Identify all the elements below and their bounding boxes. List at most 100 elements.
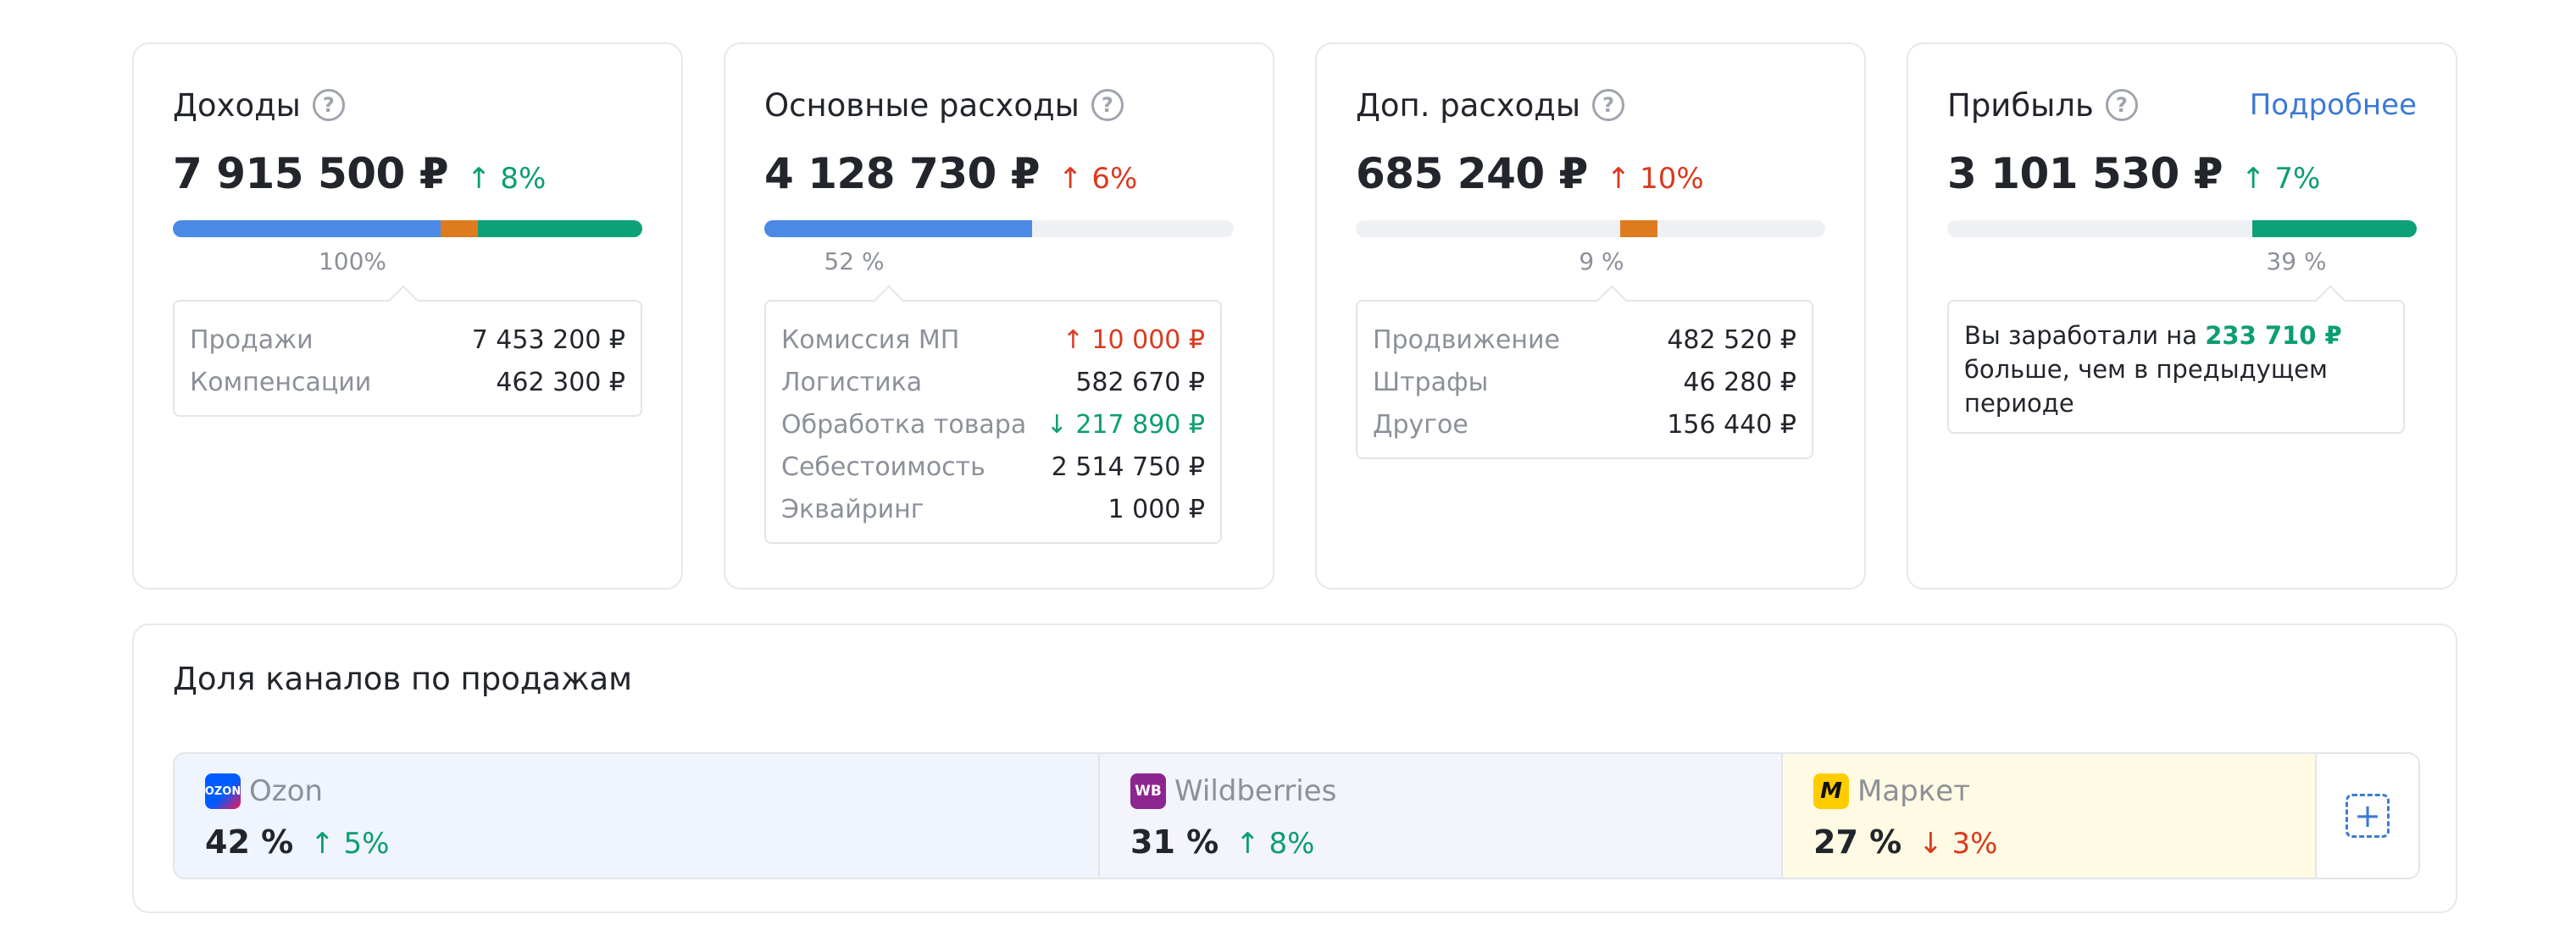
- breakdown-value: 46 280 ₽: [1683, 367, 1796, 397]
- breakdown-row: Продвижение 482 520 ₽: [1373, 319, 1796, 361]
- profit-delta: ↑ 7%: [2241, 162, 2321, 196]
- income-delta: ↑ 8%: [467, 162, 547, 196]
- breakdown-row: Себестоимость 2 514 750 ₽: [781, 446, 1205, 488]
- yandex-market-logo-icon: M: [1813, 773, 1849, 809]
- channel-share: 31 %: [1130, 823, 1219, 861]
- breakdown-label: Обработка товара: [781, 409, 1027, 440]
- main-expenses-card: Основные расходы ? 4 128 730 ₽ ↑ 6% 52 %…: [724, 42, 1274, 590]
- extra-expenses-breakdown-tooltip: Продвижение 482 520 ₽ Штрафы 46 280 ₽ Др…: [1356, 300, 1813, 459]
- profit-value-row: 3 101 530 ₽ ↑ 7%: [1947, 149, 2320, 210]
- breakdown-label: Логистика: [781, 367, 923, 397]
- profit-note-tooltip: Вы заработали на 233 710 ₽ больше, чем в…: [1947, 300, 2405, 434]
- breakdown-row: Комиссия МП ↑ 10 000 ₽: [781, 319, 1205, 361]
- income-card: Доходы ? 7 915 500 ₽ ↑ 8% 100% Продажи 7…: [132, 42, 683, 590]
- profit-note-after: больше, чем в предыдущем периоде: [1964, 355, 2328, 418]
- add-channel-cell: +: [2317, 754, 2418, 878]
- breakdown-value: ↑ 10 000 ₽: [1062, 324, 1205, 355]
- breakdown-row: Продажи 7 453 200 ₽: [190, 319, 625, 361]
- help-icon[interactable]: ?: [1592, 89, 1625, 121]
- extra-expenses-bar-percent: 9 %: [1579, 247, 1624, 275]
- breakdown-value: 2 514 750 ₽: [1051, 452, 1205, 482]
- extra-expenses-title: Доп. расходы: [1356, 86, 1581, 124]
- profit-card: Прибыль ? Подробнее 3 101 530 ₽ ↑ 7% 39 …: [1907, 42, 2457, 590]
- main-expenses-value-row: 4 128 730 ₽ ↑ 6%: [764, 149, 1137, 210]
- channel-value-row: 42 % ↑ 5%: [205, 823, 1098, 861]
- channel-share: 42 %: [205, 823, 294, 861]
- breakdown-row: Компенсации 462 300 ₽: [190, 361, 625, 403]
- breakdown-label: Эквайринг: [781, 494, 924, 524]
- help-icon[interactable]: ?: [2105, 89, 2138, 121]
- profit-note: Вы заработали на 233 710 ₽ больше, чем в…: [1964, 319, 2388, 420]
- channel-wildberries[interactable]: WB Wildberries 31 % ↑ 8%: [1100, 754, 1783, 878]
- add-channel-icon[interactable]: +: [2346, 794, 2390, 838]
- channel-share: 27 %: [1813, 823, 1902, 861]
- breakdown-label: Штрафы: [1373, 367, 1489, 397]
- profit-title: Прибыль: [1947, 86, 2094, 124]
- income-breakdown-tooltip: Продажи 7 453 200 ₽ Компенсации 462 300 …: [173, 300, 642, 417]
- breakdown-label: Продвижение: [1373, 324, 1560, 355]
- more-details-link[interactable]: Подробнее: [2249, 88, 2417, 122]
- income-bar-segment-orange[interactable]: [440, 220, 479, 237]
- breakdown-value: 482 520 ₽: [1667, 324, 1796, 355]
- channels-title: Доля каналов по продажам: [173, 661, 633, 697]
- income-value-row: 7 915 500 ₽ ↑ 8%: [173, 149, 546, 210]
- income-bar-segment-sales[interactable]: [173, 220, 441, 237]
- channel-value-row: 31 % ↑ 8%: [1130, 823, 1781, 861]
- main-expenses-bar-fill[interactable]: [764, 220, 1032, 237]
- breakdown-value: 1 000 ₽: [1108, 494, 1205, 524]
- ozon-logo-icon: OZON: [205, 773, 241, 809]
- extra-expenses-value-row: 685 240 ₽ ↑ 10%: [1356, 149, 1704, 210]
- main-expenses-title: Основные расходы: [764, 86, 1080, 124]
- main-expenses-delta: ↑ 6%: [1058, 162, 1138, 196]
- breakdown-row: Логистика 582 670 ₽: [781, 361, 1205, 403]
- channel-name-row: M Маркет: [1813, 771, 2315, 812]
- breakdown-label: Компенсации: [190, 367, 372, 397]
- channel-name: Wildberries: [1174, 774, 1337, 808]
- main-expenses-bar-percent: 52 %: [824, 247, 885, 275]
- income-bar: [173, 220, 642, 237]
- breakdown-label: Другое: [1373, 409, 1468, 440]
- channel-name-row: WB Wildberries: [1130, 771, 1781, 812]
- channel-delta: ↑ 8%: [1235, 827, 1315, 861]
- profit-bar-fill[interactable]: [2252, 220, 2417, 237]
- income-bar-percent: 100%: [318, 247, 387, 275]
- channel-value-row: 27 % ↓ 3%: [1813, 823, 2315, 861]
- channel-ozon[interactable]: OZON Ozon 42 % ↑ 5%: [175, 754, 1100, 878]
- breakdown-row: Обработка товара ↓ 217 890 ₽: [781, 403, 1205, 446]
- help-icon[interactable]: ?: [1091, 89, 1124, 121]
- profit-note-highlight: 233 710 ₽: [2205, 321, 2342, 350]
- breakdown-value: ↓ 217 890 ₽: [1046, 409, 1205, 440]
- channels-card: Доля каналов по продажам OZON Ozon 42 % …: [132, 623, 2457, 913]
- income-bar-segment-green[interactable]: [478, 220, 642, 237]
- extra-expenses-bar: [1356, 220, 1825, 237]
- breakdown-value: 7 453 200 ₽: [471, 324, 625, 355]
- breakdown-value: 462 300 ₽: [496, 367, 625, 397]
- main-expenses-breakdown-tooltip: Комиссия МП ↑ 10 000 ₽ Логистика 582 670…: [764, 300, 1222, 544]
- income-header: Доходы ?: [173, 81, 642, 129]
- extra-expenses-header: Доп. расходы ?: [1356, 81, 1825, 129]
- extra-expenses-value: 685 240 ₽: [1356, 149, 1588, 198]
- channel-name-row: OZON Ozon: [205, 771, 1098, 812]
- channels-strip: OZON Ozon 42 % ↑ 5% WB Wildberries 31 % …: [173, 752, 2420, 879]
- help-icon[interactable]: ?: [312, 89, 345, 121]
- channel-market[interactable]: M Маркет 27 % ↓ 3%: [1783, 754, 2317, 878]
- main-expenses-bar: [764, 220, 1234, 237]
- channel-name: Ozon: [249, 774, 323, 808]
- breakdown-label: Комиссия МП: [781, 324, 960, 355]
- profit-bar: [1947, 220, 2417, 237]
- breakdown-row: Другое 156 440 ₽: [1373, 403, 1796, 446]
- main-expenses-value: 4 128 730 ₽: [764, 149, 1041, 198]
- profit-bar-percent: 39 %: [2266, 247, 2327, 275]
- extra-expenses-bar-fill[interactable]: [1620, 220, 1658, 237]
- profit-value: 3 101 530 ₽: [1947, 149, 2223, 198]
- profit-note-before: Вы заработали на: [1964, 321, 2206, 350]
- main-expenses-header: Основные расходы ?: [764, 81, 1234, 129]
- channel-delta: ↓ 3%: [1918, 827, 1998, 861]
- breakdown-label: Себестоимость: [781, 452, 985, 482]
- breakdown-label: Продажи: [190, 324, 314, 355]
- income-value: 7 915 500 ₽: [173, 149, 449, 198]
- extra-expenses-delta: ↑ 10%: [1606, 162, 1704, 196]
- wildberries-logo-icon: WB: [1130, 773, 1166, 809]
- breakdown-value: 156 440 ₽: [1667, 409, 1796, 440]
